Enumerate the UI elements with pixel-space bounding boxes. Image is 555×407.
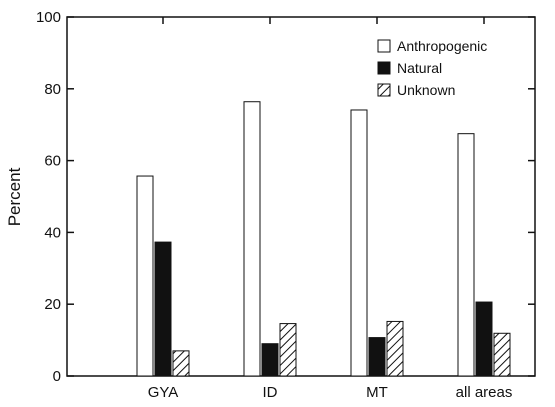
bar-natural (154, 241, 172, 377)
legend-label: Natural (397, 60, 442, 76)
bar-unknown (386, 320, 404, 377)
bar-anthropogenic (243, 101, 261, 377)
bar-anthropogenic (350, 109, 368, 377)
x-tick-label: MT (366, 384, 388, 401)
plot-frame (66, 16, 536, 377)
legend-swatch (377, 39, 391, 53)
y-tick-label: 80 (44, 81, 61, 98)
bar-natural (261, 343, 279, 377)
bar-unknown (172, 350, 190, 377)
y-axis-label: Percent (5, 167, 24, 226)
legend: Anthropogenic Natural Unknown (377, 38, 487, 98)
bars (136, 101, 511, 377)
legend-label: Unknown (397, 82, 455, 98)
y-tick-label: 60 (44, 153, 61, 170)
y-tick-label: 100 (36, 9, 61, 26)
tick-labels: 0 20 40 60 80 100 GYA ID MT all areas (36, 9, 512, 401)
y-tick-label: 20 (44, 296, 61, 313)
x-tick-label: all areas (456, 384, 513, 401)
legend-swatch (377, 83, 391, 97)
y-tick-label: 0 (53, 368, 61, 385)
bar-unknown (493, 332, 511, 377)
x-tick-label: GYA (148, 384, 179, 401)
x-tick-label: ID (263, 384, 278, 401)
y-tick-label: 40 (44, 224, 61, 241)
bar-anthropogenic (457, 133, 475, 377)
bar-unknown (279, 323, 297, 377)
legend-label: Anthropogenic (397, 38, 487, 54)
bar-anthropogenic (136, 175, 154, 377)
legend-swatch (377, 61, 391, 75)
bar-natural (475, 301, 493, 377)
bar-natural (368, 337, 386, 377)
